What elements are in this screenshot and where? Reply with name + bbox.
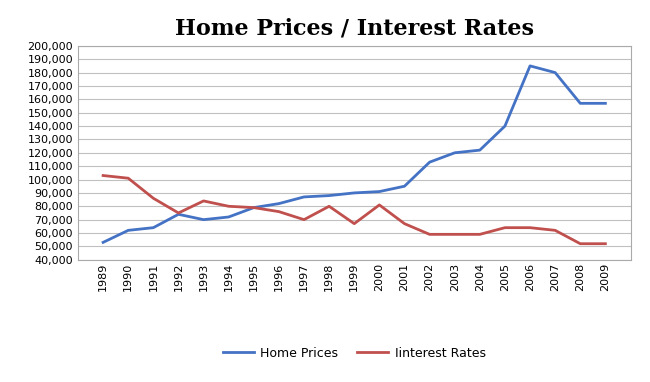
Home Prices [376,189,384,194]
Title: Home Prices / Interest Rates: Home Prices / Interest Rates [175,18,534,40]
Iinterest Rates [99,173,107,178]
Home Prices [601,101,609,105]
Iinterest Rates [350,221,358,226]
Home Prices [526,63,534,68]
Iinterest Rates [526,225,534,230]
Iinterest Rates [275,209,283,214]
Iinterest Rates [175,211,183,215]
Home Prices [150,225,157,230]
Iinterest Rates [124,176,132,181]
Line: Iinterest Rates: Iinterest Rates [103,175,605,244]
Iinterest Rates [376,202,384,207]
Home Prices [350,191,358,195]
Iinterest Rates [150,196,157,201]
Home Prices [551,70,559,75]
Iinterest Rates [551,228,559,233]
Iinterest Rates [601,241,609,246]
Iinterest Rates [577,241,584,246]
Legend: Home Prices, Iinterest Rates: Home Prices, Iinterest Rates [218,342,491,365]
Home Prices [476,148,484,152]
Iinterest Rates [250,206,257,210]
Line: Home Prices: Home Prices [103,66,605,243]
Home Prices [99,240,107,245]
Iinterest Rates [426,232,434,237]
Home Prices [275,201,283,206]
Iinterest Rates [451,232,459,237]
Iinterest Rates [300,217,308,222]
Home Prices [300,194,308,199]
Home Prices [225,215,233,219]
Home Prices [451,151,459,155]
Iinterest Rates [225,204,233,209]
Home Prices [175,212,183,217]
Iinterest Rates [200,199,207,203]
Iinterest Rates [325,204,333,209]
Iinterest Rates [400,221,408,226]
Home Prices [400,184,408,189]
Home Prices [577,101,584,105]
Home Prices [250,206,257,210]
Home Prices [325,193,333,198]
Iinterest Rates [501,225,509,230]
Home Prices [200,217,207,222]
Iinterest Rates [476,232,484,237]
Home Prices [426,160,434,164]
Home Prices [501,124,509,128]
Home Prices [124,228,132,233]
